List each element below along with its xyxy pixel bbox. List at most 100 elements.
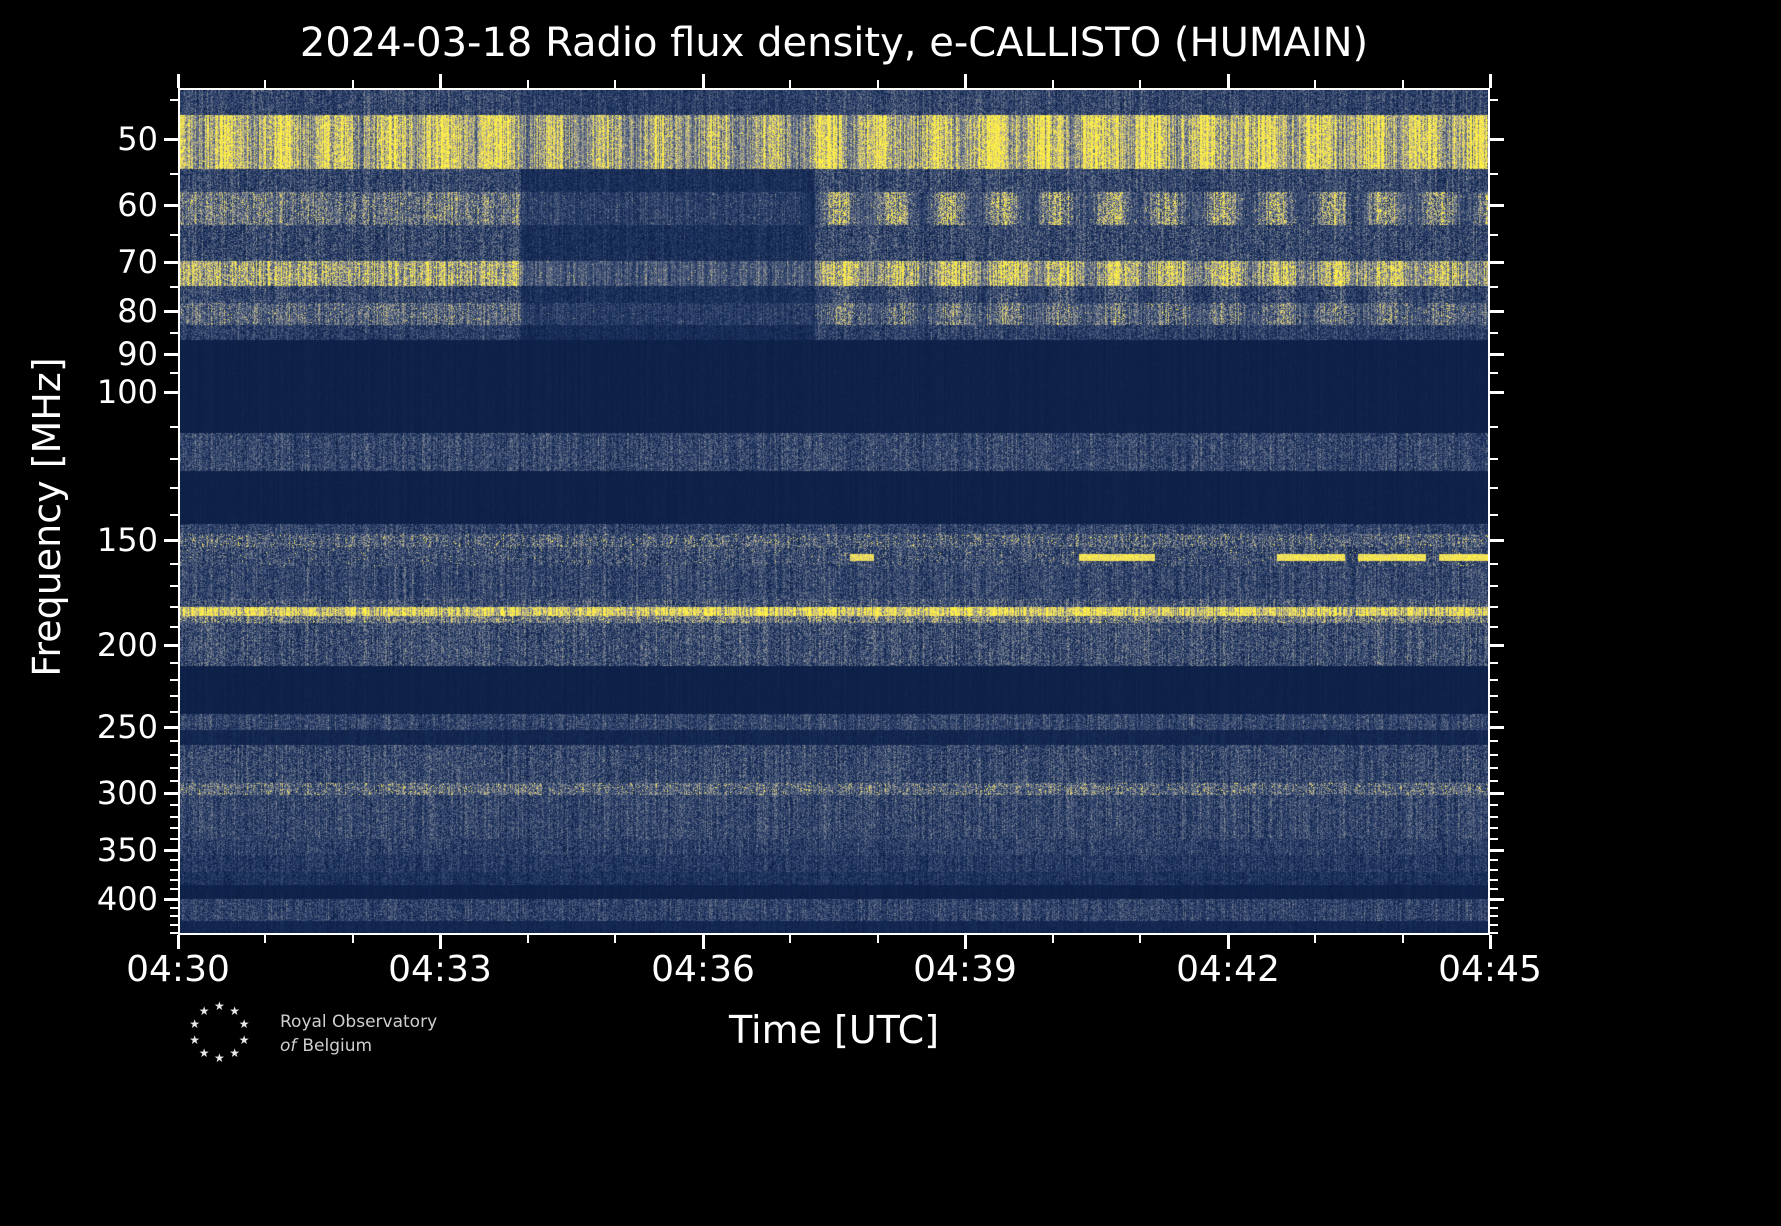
star-icon: ★ <box>229 1005 240 1017</box>
axis-tick <box>1490 932 1498 934</box>
axis-tick <box>1490 487 1498 489</box>
axis-tick <box>170 754 178 756</box>
axis-tick <box>1052 935 1054 943</box>
y-tick-label: 150 <box>38 520 158 560</box>
axis-tick <box>964 935 967 949</box>
axis-tick <box>164 644 178 647</box>
axis-tick <box>877 80 879 88</box>
axis-tick <box>439 935 442 949</box>
axis-tick <box>1402 935 1404 943</box>
rob-logo-line2-prefix: of <box>280 1036 296 1056</box>
axis-tick <box>1490 711 1498 713</box>
axis-tick <box>170 585 178 587</box>
chart-title: 2024-03-18 Radio flux density, e-CALLIST… <box>178 20 1490 66</box>
axis-tick <box>177 74 180 88</box>
star-icon: ★ <box>239 1018 250 1030</box>
axis-tick <box>164 391 178 394</box>
axis-tick <box>1490 644 1504 647</box>
x-tick-label: 04:30 <box>68 948 288 992</box>
axis-tick <box>170 695 178 697</box>
rob-logo-line2-name: Belgium <box>302 1036 372 1056</box>
axis-tick <box>439 74 442 88</box>
rob-logo-line1: Royal Observatory <box>280 1012 437 1032</box>
axis-tick <box>1490 888 1498 890</box>
axis-tick <box>1489 935 1492 949</box>
y-tick-label: 70 <box>38 242 158 282</box>
axis-tick <box>1490 679 1498 681</box>
y-tick-label: 60 <box>38 185 158 225</box>
axis-tick <box>170 907 178 909</box>
axis-tick <box>1490 372 1498 374</box>
axis-tick <box>877 935 879 943</box>
axis-tick <box>1227 74 1230 88</box>
axis-tick <box>170 458 178 460</box>
axis-tick <box>614 80 616 88</box>
axis-tick <box>1490 585 1498 587</box>
axis-tick <box>1490 767 1498 769</box>
axis-tick <box>352 935 354 943</box>
axis-tick <box>164 353 178 356</box>
axis-tick <box>170 514 178 516</box>
axis-tick <box>164 204 178 207</box>
axis-tick <box>1490 458 1498 460</box>
axis-tick <box>170 932 178 934</box>
axis-tick <box>1490 310 1504 313</box>
axis-tick <box>170 173 178 175</box>
axis-tick <box>170 915 178 917</box>
axis-tick <box>702 935 705 949</box>
axis-tick <box>170 827 178 829</box>
x-tick-label: 04:45 <box>1380 948 1600 992</box>
axis-tick <box>170 816 178 818</box>
axis-tick <box>170 426 178 428</box>
y-tick-label: 300 <box>38 773 158 813</box>
axis-tick <box>1490 907 1498 909</box>
axis-tick <box>1490 879 1498 881</box>
axis-tick <box>1490 234 1498 236</box>
axis-tick <box>1490 849 1504 852</box>
axis-tick <box>1490 792 1504 795</box>
axis-tick <box>264 80 266 88</box>
plot-area <box>178 88 1490 935</box>
y-tick-label: 90 <box>38 334 158 374</box>
axis-tick <box>1490 391 1504 394</box>
axis-tick <box>1490 726 1504 729</box>
axis-tick <box>164 849 178 852</box>
axis-tick <box>1490 869 1498 871</box>
y-tick-label: 80 <box>38 291 158 331</box>
axis-tick <box>170 662 178 664</box>
axis-tick <box>170 626 178 628</box>
axis-tick <box>170 563 178 565</box>
y-tick-label: 100 <box>38 372 158 412</box>
axis-tick <box>1490 606 1498 608</box>
x-tick-label: 04:42 <box>1118 948 1338 992</box>
axis-tick <box>1490 816 1498 818</box>
axis-tick <box>170 780 178 782</box>
axis-tick <box>1314 80 1316 88</box>
axis-tick <box>164 898 178 901</box>
rob-stars-icon: ★ ★ ★ ★ ★ ★ ★ ★ ★ ★ <box>180 998 264 1070</box>
axis-tick <box>170 711 178 713</box>
axis-tick <box>614 935 616 943</box>
y-tick-label: 250 <box>38 707 158 747</box>
axis-tick <box>1489 74 1492 88</box>
axis-tick <box>170 332 178 334</box>
axis-tick <box>1490 662 1498 664</box>
axis-tick <box>170 838 178 840</box>
axis-tick <box>1490 539 1504 542</box>
y-tick-label: 400 <box>38 879 158 919</box>
axis-tick <box>170 487 178 489</box>
axis-tick <box>1402 80 1404 88</box>
axis-tick <box>170 924 178 926</box>
axis-tick <box>527 80 529 88</box>
axis-tick <box>964 74 967 88</box>
axis-tick <box>1490 898 1504 901</box>
axis-tick <box>170 879 178 881</box>
star-icon: ★ <box>229 1047 240 1059</box>
axis-tick <box>170 740 178 742</box>
axis-tick <box>1490 754 1498 756</box>
rob-logo: ★ ★ ★ ★ ★ ★ ★ ★ ★ ★ Royal Observatory of Belgium <box>180 998 580 1078</box>
axis-tick <box>789 935 791 943</box>
axis-tick <box>164 539 178 542</box>
axis-tick <box>164 792 178 795</box>
axis-tick <box>1490 332 1498 334</box>
